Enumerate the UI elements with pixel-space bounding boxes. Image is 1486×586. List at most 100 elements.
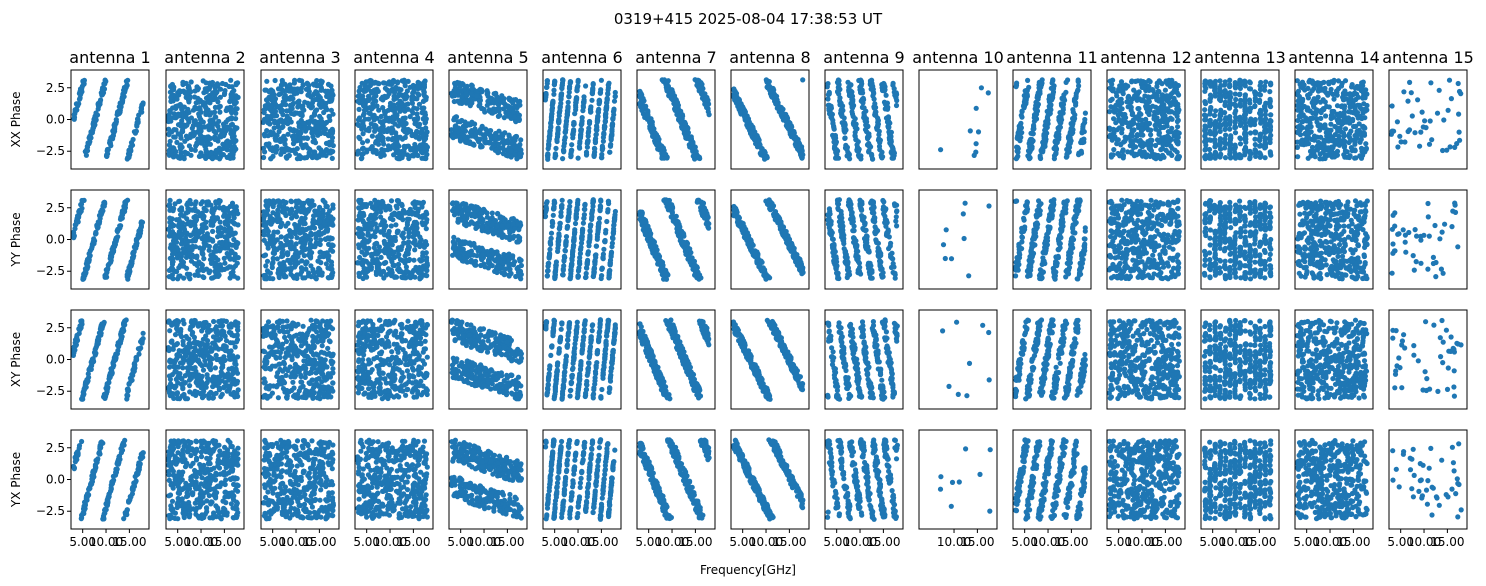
- data-point: [1334, 148, 1341, 154]
- data-point: [1061, 96, 1067, 102]
- data-point: [1045, 113, 1051, 119]
- data-point: [1316, 85, 1322, 91]
- data-point: [229, 115, 235, 121]
- data-point: [364, 138, 371, 144]
- data-point: [825, 96, 831, 102]
- data-point: [510, 100, 516, 106]
- data-point: [1456, 88, 1463, 95]
- data-point: [356, 115, 363, 121]
- data-point: [1268, 82, 1274, 88]
- data-point: [547, 132, 553, 138]
- data-point: [1408, 90, 1414, 96]
- data-point: [1324, 103, 1330, 110]
- data-point: [171, 114, 177, 120]
- data-point: [1305, 95, 1311, 101]
- data-point: [890, 155, 897, 161]
- data-point: [328, 107, 334, 113]
- data-point: [516, 146, 522, 152]
- data-point: [1242, 131, 1248, 137]
- data-point: [1228, 94, 1234, 100]
- data-point: [375, 88, 381, 94]
- data-point: [231, 144, 237, 150]
- data-point: [188, 152, 194, 158]
- data-point: [1023, 99, 1029, 105]
- data-point: [1213, 124, 1219, 130]
- data-point: [310, 134, 316, 140]
- data-point: [449, 90, 455, 96]
- data-point: [593, 132, 599, 138]
- data-point: [305, 100, 311, 106]
- data-point: [123, 78, 129, 84]
- data-point: [585, 133, 591, 139]
- data-point: [411, 116, 417, 122]
- data-point: [1309, 88, 1315, 94]
- data-point: [1267, 149, 1273, 155]
- data-point: [1407, 79, 1413, 85]
- data-point: [395, 79, 401, 85]
- data-point: [318, 87, 324, 93]
- data-point: [1338, 83, 1345, 89]
- data-point: [174, 96, 180, 102]
- data-point: [1124, 99, 1130, 105]
- data-point: [205, 140, 211, 146]
- data-point: [1247, 120, 1253, 126]
- data-point: [1082, 110, 1088, 116]
- data-point: [683, 134, 689, 140]
- data-point: [861, 105, 867, 111]
- data-point: [330, 111, 336, 117]
- data-point: [409, 108, 415, 114]
- data-point: [390, 143, 396, 149]
- data-point: [210, 155, 216, 161]
- data-point: [288, 88, 294, 94]
- data-point: [226, 83, 232, 90]
- data-point: [1361, 106, 1367, 113]
- data-point: [1318, 115, 1324, 121]
- data-point: [1318, 134, 1324, 140]
- data-point: [233, 82, 239, 88]
- data-point: [1267, 127, 1273, 133]
- data-point: [209, 79, 216, 86]
- data-point: [194, 140, 200, 146]
- data-point: [978, 85, 985, 91]
- data-point: [1395, 144, 1401, 150]
- data-point: [1267, 96, 1273, 102]
- data-point: [1065, 135, 1072, 141]
- data-point: [1037, 88, 1043, 94]
- data-point: [399, 100, 405, 106]
- data-point: [872, 101, 878, 107]
- data-point: [396, 106, 402, 112]
- data-point: [1129, 127, 1135, 133]
- data-point: [598, 77, 605, 83]
- data-point: [128, 144, 134, 150]
- y-axis-label-yy-phase: YY Phase: [9, 212, 23, 267]
- data-point: [280, 135, 286, 141]
- data-point: [372, 80, 378, 86]
- panel-title: antenna 9: [823, 48, 904, 67]
- data-point: [85, 141, 92, 147]
- data-point: [1212, 144, 1218, 150]
- data-point: [1218, 95, 1224, 101]
- data-point: [108, 143, 114, 149]
- data-point: [1389, 103, 1395, 109]
- data-point: [1175, 117, 1181, 123]
- data-point: [1361, 88, 1367, 95]
- data-point: [478, 87, 484, 93]
- data-point: [586, 118, 593, 125]
- data-point: [297, 155, 304, 161]
- data-point: [205, 134, 211, 140]
- data-point: [168, 118, 174, 124]
- data-point: [269, 94, 275, 100]
- data-point: [1028, 130, 1034, 136]
- data-point: [501, 115, 507, 121]
- data-point: [842, 135, 848, 141]
- data-point: [1108, 154, 1114, 160]
- data-point: [768, 88, 774, 94]
- data-point: [861, 115, 867, 121]
- data-point: [557, 104, 563, 110]
- data-point: [296, 77, 302, 83]
- data-point: [1252, 95, 1258, 101]
- data-point: [1243, 139, 1249, 145]
- data-point: [321, 127, 327, 133]
- data-point: [291, 137, 297, 143]
- data-point: [314, 78, 320, 84]
